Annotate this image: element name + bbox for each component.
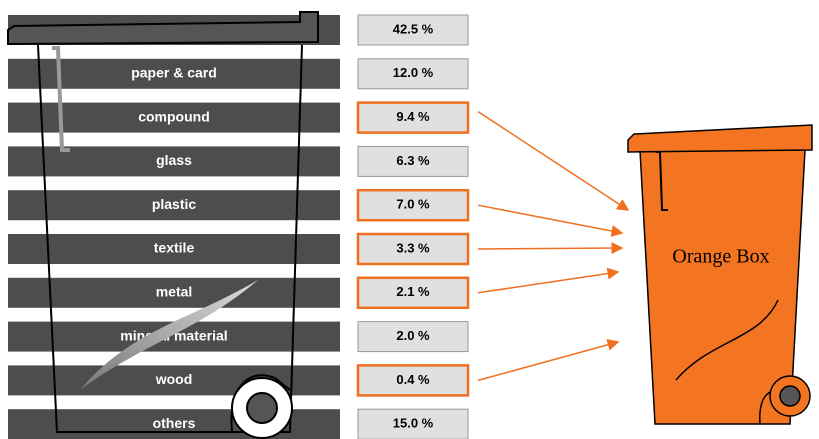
value-label: 9.4 % <box>396 109 430 124</box>
value-label: 2.0 % <box>396 328 430 343</box>
value-label: 12.0 % <box>393 65 434 80</box>
category-bar <box>8 234 340 264</box>
value-label: 7.0 % <box>396 197 430 212</box>
category-bar <box>8 58 340 89</box>
category-label: plastic <box>152 196 197 212</box>
category-label: textile <box>154 240 195 256</box>
arrow <box>477 338 620 382</box>
value-box <box>356 232 470 266</box>
category-bar <box>8 277 340 308</box>
value-label: 3.3 % <box>396 240 430 255</box>
value-label: 0.4 % <box>396 372 430 387</box>
value-label: 42.5 % <box>393 21 434 36</box>
category-label: glass <box>156 152 192 168</box>
arrow <box>477 267 620 294</box>
category-bar <box>8 190 340 221</box>
category-label: paper & card <box>131 65 217 81</box>
category-label: others <box>153 415 196 431</box>
value-label: 15.0 % <box>393 416 434 431</box>
value-box <box>357 408 469 439</box>
value-box <box>357 321 469 353</box>
arrow <box>477 204 624 237</box>
value-box <box>356 364 470 397</box>
value-label: 6.3 % <box>396 153 430 168</box>
value-box <box>357 14 469 46</box>
category-label: compound <box>138 108 210 124</box>
orange-bin: Orange Box <box>627 124 813 425</box>
arrow <box>477 242 624 255</box>
swoosh <box>80 280 258 390</box>
category-label: wood <box>155 371 193 387</box>
category-label: metal <box>156 284 193 300</box>
category-bar <box>8 102 340 133</box>
value-box <box>356 101 470 134</box>
arrow <box>477 110 630 211</box>
value-box <box>356 276 470 310</box>
grey-bin-outline <box>7 11 319 439</box>
value-box <box>356 188 470 222</box>
bin-label: Orange Box <box>672 246 769 268</box>
value-label: 2.1 % <box>396 284 430 299</box>
value-box <box>357 145 469 177</box>
value-box <box>357 58 469 90</box>
